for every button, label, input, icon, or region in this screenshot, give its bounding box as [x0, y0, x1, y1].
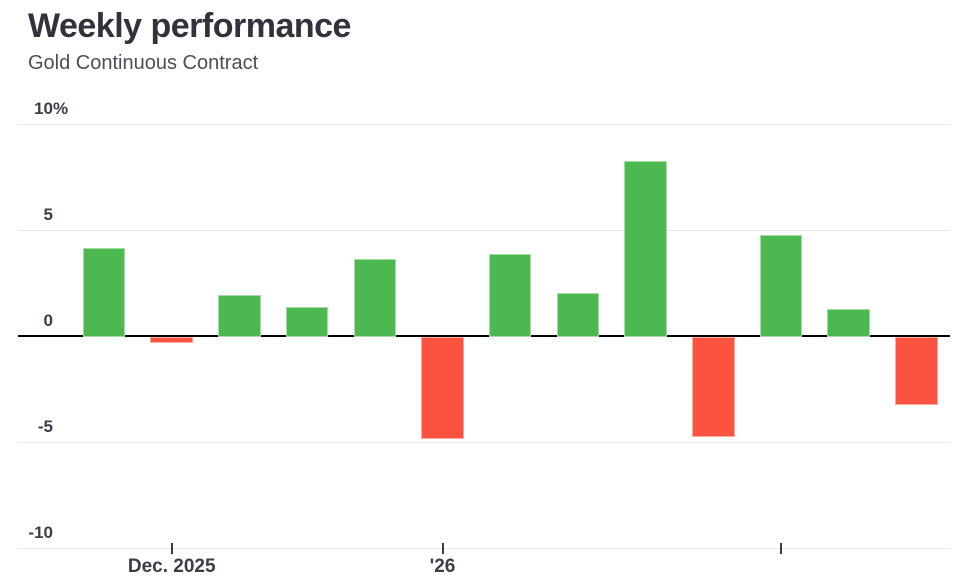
- bar-week-5[interactable]: [353, 258, 397, 337]
- y-axis-label: -5: [37, 416, 53, 436]
- y-axis-unit-suffix: %: [53, 99, 69, 118]
- gridline: [18, 124, 950, 125]
- y-axis-label: 0: [43, 310, 53, 330]
- bar-week-9[interactable]: [624, 161, 667, 337]
- y-axis-label: 10%: [34, 99, 69, 118]
- bar-week-7[interactable]: [488, 254, 532, 337]
- gridline: [18, 441, 950, 443]
- bar-week-4[interactable]: [285, 307, 329, 337]
- gridline: [18, 547, 950, 549]
- chart-title: Weekly performance: [28, 7, 351, 45]
- x-axis-tick: [780, 542, 782, 554]
- bar-week-8[interactable]: [556, 292, 600, 337]
- bar-week-1[interactable]: [82, 248, 126, 337]
- y-axis-label: -10: [28, 522, 53, 542]
- gridline: [18, 229, 950, 231]
- zero-axis-line: [18, 335, 950, 337]
- x-axis-label: Dec. 2025: [127, 555, 216, 577]
- bar-week-6[interactable]: [421, 337, 464, 439]
- bar-week-10[interactable]: [692, 337, 735, 437]
- x-axis-tick: [441, 542, 444, 554]
- x-axis-label: '26: [429, 555, 456, 577]
- x-axis-tick: [170, 542, 173, 554]
- bar-week-12[interactable]: [827, 309, 870, 337]
- chart-subtitle: Gold Continuous Contract: [28, 52, 259, 74]
- bar-week-13[interactable]: [895, 337, 938, 405]
- y-axis-label: 5: [43, 204, 53, 224]
- bar-week-3[interactable]: [218, 294, 261, 337]
- bar-week-2[interactable]: [150, 337, 193, 344]
- bar-week-11[interactable]: [759, 235, 803, 337]
